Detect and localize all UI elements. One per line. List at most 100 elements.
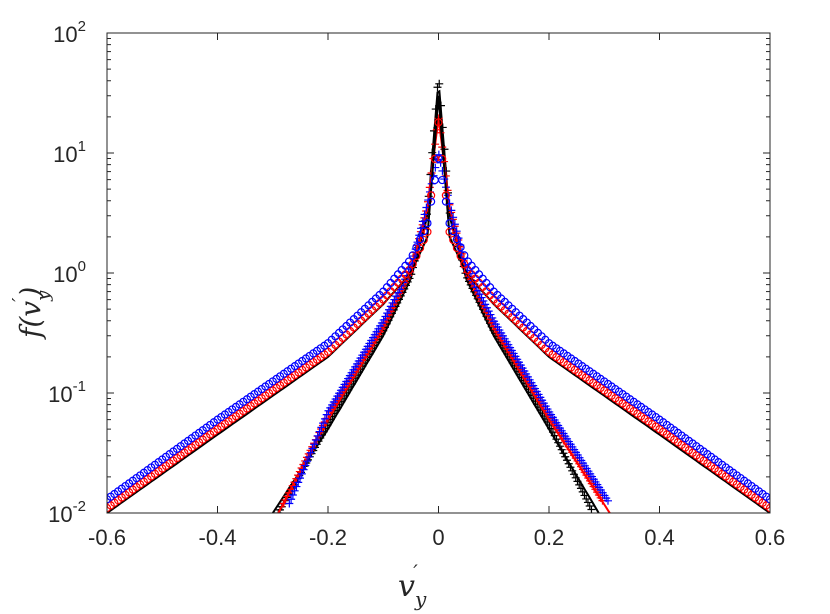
ticks-layer: -0.6 -0.4 -0.2 0 0.2 0.4 0.6 102 101 100 10-1 10-2 bbox=[48, 18, 785, 550]
data-point bbox=[319, 419, 328, 428]
data-point bbox=[303, 457, 312, 466]
series-layer bbox=[107, 79, 770, 513]
data-point bbox=[390, 295, 399, 304]
data-point bbox=[585, 501, 594, 510]
data-point bbox=[429, 171, 438, 180]
data-point bbox=[415, 243, 425, 253]
series-7 bbox=[107, 154, 770, 504]
data-point bbox=[450, 220, 459, 229]
data-point bbox=[419, 227, 428, 236]
data-point bbox=[299, 465, 308, 474]
y-axis-label-prime: ′ bbox=[9, 298, 30, 302]
data-point bbox=[320, 414, 329, 423]
x-tick-label: 0.6 bbox=[755, 525, 786, 550]
x-tick-label: -0.6 bbox=[88, 525, 126, 550]
data-point bbox=[557, 445, 566, 454]
series-line bbox=[271, 89, 600, 513]
data-point bbox=[447, 206, 456, 215]
y-axis-label: f(vy′) bbox=[9, 287, 54, 340]
x-tick-label: 0.2 bbox=[534, 525, 565, 550]
data-point bbox=[573, 477, 582, 486]
y-tick-label: 10-2 bbox=[48, 498, 86, 527]
data-point bbox=[564, 459, 573, 468]
data-point bbox=[452, 235, 462, 244]
data-point bbox=[477, 293, 486, 302]
data-point bbox=[479, 296, 488, 305]
data-point bbox=[569, 470, 578, 479]
data-point bbox=[381, 312, 390, 321]
data-point bbox=[301, 461, 310, 470]
data-point bbox=[312, 436, 321, 445]
data-point bbox=[286, 485, 295, 494]
data-point bbox=[445, 227, 454, 237]
y-tick-label: 102 bbox=[53, 18, 86, 47]
data-point bbox=[418, 217, 427, 226]
data-point bbox=[434, 118, 443, 127]
data-point bbox=[554, 438, 563, 447]
data-point bbox=[427, 191, 436, 200]
data-point bbox=[393, 288, 402, 297]
y-tick-label: 10-1 bbox=[48, 378, 86, 407]
data-point bbox=[427, 197, 436, 206]
data-point bbox=[281, 495, 290, 504]
x-tick-label: -0.2 bbox=[309, 525, 347, 550]
data-point bbox=[765, 495, 770, 504]
data-point bbox=[548, 428, 557, 437]
data-point bbox=[433, 83, 442, 92]
data-point bbox=[486, 310, 495, 319]
x-axis-label: vy ′ bbox=[398, 560, 427, 611]
data-point bbox=[488, 313, 497, 322]
data-point bbox=[296, 474, 305, 483]
data-point bbox=[383, 309, 392, 318]
data-point bbox=[315, 427, 324, 436]
data-point bbox=[419, 235, 428, 245]
y-tick-label: 101 bbox=[53, 138, 86, 167]
x-axis-label-prime: ′ bbox=[413, 560, 418, 584]
data-point bbox=[566, 463, 575, 472]
data-point bbox=[452, 243, 462, 253]
data-point bbox=[587, 505, 596, 513]
data-point bbox=[423, 227, 432, 237]
y-axis-label-sub: y bbox=[33, 290, 54, 302]
data-point bbox=[449, 235, 458, 245]
data-point bbox=[297, 469, 306, 478]
data-point bbox=[449, 227, 458, 236]
data-point bbox=[412, 251, 421, 261]
data-point bbox=[379, 315, 388, 324]
data-point bbox=[582, 494, 591, 503]
data-point bbox=[578, 487, 587, 496]
data-point bbox=[412, 243, 421, 252]
data-point bbox=[388, 298, 397, 307]
data-point bbox=[285, 499, 294, 508]
data-point bbox=[435, 79, 444, 88]
data-point bbox=[471, 265, 480, 275]
x-axis-label-base: v bbox=[398, 569, 415, 604]
data-point bbox=[306, 448, 315, 457]
data-point bbox=[317, 423, 326, 432]
data-point bbox=[288, 481, 297, 490]
data-point bbox=[441, 197, 450, 206]
data-point bbox=[292, 482, 301, 491]
data-point bbox=[484, 307, 493, 316]
data-point bbox=[322, 410, 331, 419]
data-point bbox=[288, 491, 297, 500]
data-point bbox=[562, 456, 571, 465]
data-point bbox=[568, 466, 577, 475]
data-point bbox=[445, 219, 454, 228]
data-point bbox=[575, 480, 584, 489]
x-axis-label-sub: y bbox=[414, 587, 427, 611]
data-point bbox=[434, 154, 443, 163]
data-point bbox=[287, 495, 296, 504]
data-point bbox=[415, 235, 425, 244]
x-tick-label: -0.4 bbox=[199, 525, 237, 550]
data-point bbox=[438, 175, 447, 185]
data-point bbox=[401, 261, 410, 270]
series-4 bbox=[285, 150, 612, 508]
data-point bbox=[313, 431, 322, 440]
data-point bbox=[385, 305, 394, 314]
data-point bbox=[561, 452, 570, 461]
data-point bbox=[420, 210, 429, 219]
data-point bbox=[481, 300, 490, 309]
y-tick-label: 100 bbox=[53, 258, 86, 287]
